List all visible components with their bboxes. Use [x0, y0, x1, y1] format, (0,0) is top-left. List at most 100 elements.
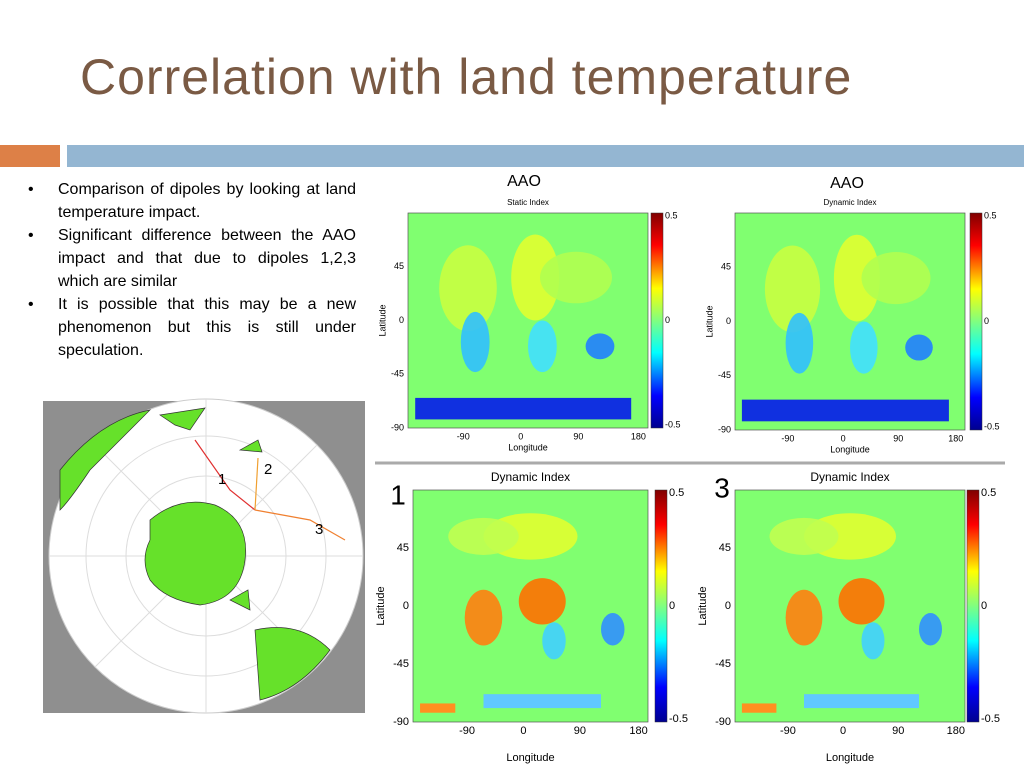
bullet-list: Comparison of dipoles by looking at land… [26, 178, 356, 362]
map-region [861, 252, 931, 305]
x-tick-label: 0 [518, 431, 523, 441]
y-tick-label: -45 [715, 658, 731, 670]
x-tick-label: 180 [948, 433, 963, 443]
colorbar-tick-label: -0.5 [981, 713, 1000, 725]
x-tick-label: 90 [893, 433, 903, 443]
map-region [769, 517, 839, 555]
x-axis-label: Longitude [508, 442, 548, 452]
map-title: Dynamic Index [824, 198, 877, 207]
y-tick-label: 0 [399, 315, 404, 325]
colorbar-tick-label: 0 [984, 316, 989, 326]
map-region [585, 333, 615, 360]
dipole-label: 3 [315, 521, 323, 538]
y-tick-label: 45 [721, 262, 731, 272]
map-region [785, 312, 814, 374]
polar-map: 1 2 3 [43, 398, 365, 714]
x-tick-label: -90 [780, 725, 796, 737]
colorbar [654, 489, 668, 723]
map-panel [734, 489, 980, 723]
y-axis-label: Latitude [375, 586, 387, 625]
y-tick-label: 45 [397, 542, 409, 554]
colorbar [966, 489, 980, 723]
map-region [448, 517, 519, 555]
bullet: Comparison of dipoles by looking at land… [26, 178, 356, 224]
x-tick-label: 0 [520, 725, 526, 737]
x-axis-label: Longitude [506, 752, 554, 764]
accent-bar [0, 145, 60, 167]
panel-label: AAO [830, 175, 864, 192]
y-tick-label: 0 [726, 316, 731, 326]
colorbar [969, 212, 983, 431]
dipole-label: 2 [264, 461, 272, 478]
colorbar-tick-label: 0.5 [665, 210, 678, 220]
map-region [439, 245, 497, 332]
x-tick-label: -90 [459, 725, 475, 737]
x-axis-label: Longitude [830, 444, 870, 454]
x-axis-label: Longitude [826, 752, 874, 764]
x-tick-label: 180 [629, 725, 647, 737]
map-region [415, 397, 632, 420]
colorbar-tick-label: -0.5 [665, 419, 681, 429]
x-tick-label: -90 [781, 433, 794, 443]
map-region [919, 612, 942, 646]
bullet: Significant difference between the AAO i… [26, 224, 356, 293]
y-tick-label: -90 [391, 422, 404, 432]
colorbar-tick-label: 0.5 [984, 210, 997, 220]
map-region [420, 703, 456, 713]
x-tick-label: 0 [840, 725, 846, 737]
map-panel [734, 212, 983, 431]
map-frame [407, 212, 649, 429]
map-region [833, 234, 880, 322]
colorbar-tick-label: 0 [669, 600, 675, 612]
x-tick-label: 90 [574, 725, 586, 737]
y-tick-label: -45 [391, 369, 404, 379]
map-title: Dynamic Index [491, 470, 570, 484]
dipole-label: 1 [218, 471, 226, 488]
map-region [785, 589, 823, 646]
x-tick-label: 90 [892, 725, 904, 737]
x-tick-label: -90 [457, 431, 470, 441]
colorbar-tick-label: 0 [981, 600, 987, 612]
colorbar [650, 212, 664, 429]
y-tick-label: 0 [725, 600, 731, 612]
y-axis-label: Latitude [704, 305, 714, 337]
map-region [861, 622, 885, 660]
panel-label: 3 [714, 472, 730, 503]
map-title: Dynamic Index [810, 470, 889, 484]
map-region [540, 251, 612, 304]
map-region [905, 334, 933, 361]
map-region [483, 694, 601, 709]
colorbar-tick-label: 0.5 [669, 487, 684, 499]
map-region [741, 399, 949, 422]
colorbar-tick-label: -0.5 [669, 713, 688, 725]
map-region [850, 321, 878, 374]
map-region [464, 589, 503, 646]
y-tick-label: -90 [718, 424, 731, 434]
y-tick-label: -90 [715, 716, 731, 728]
y-axis-label: Latitude [697, 586, 709, 625]
map-panel [412, 489, 668, 723]
colorbar-tick-label: 0.5 [981, 487, 996, 499]
x-tick-label: 90 [573, 431, 583, 441]
map-region [838, 578, 885, 625]
y-tick-label: 0 [403, 600, 409, 612]
map-region [804, 694, 919, 709]
map-region [528, 320, 557, 373]
y-tick-label: -90 [393, 716, 409, 728]
y-axis-label: Latitude [377, 304, 387, 336]
bullet: It is possible that this may be a new ph… [26, 293, 356, 362]
map-region [741, 703, 777, 713]
x-tick-label: 180 [631, 431, 646, 441]
y-tick-label: -45 [393, 658, 409, 670]
x-tick-label: 0 [841, 433, 846, 443]
map-region [542, 622, 566, 660]
map-region [460, 311, 490, 373]
header-bar [67, 145, 1024, 167]
map-region [601, 612, 625, 646]
slide-title: Correlation with land temperature [80, 49, 853, 105]
map-frame [734, 489, 966, 723]
map-frame [734, 212, 966, 431]
map-region [511, 234, 560, 321]
